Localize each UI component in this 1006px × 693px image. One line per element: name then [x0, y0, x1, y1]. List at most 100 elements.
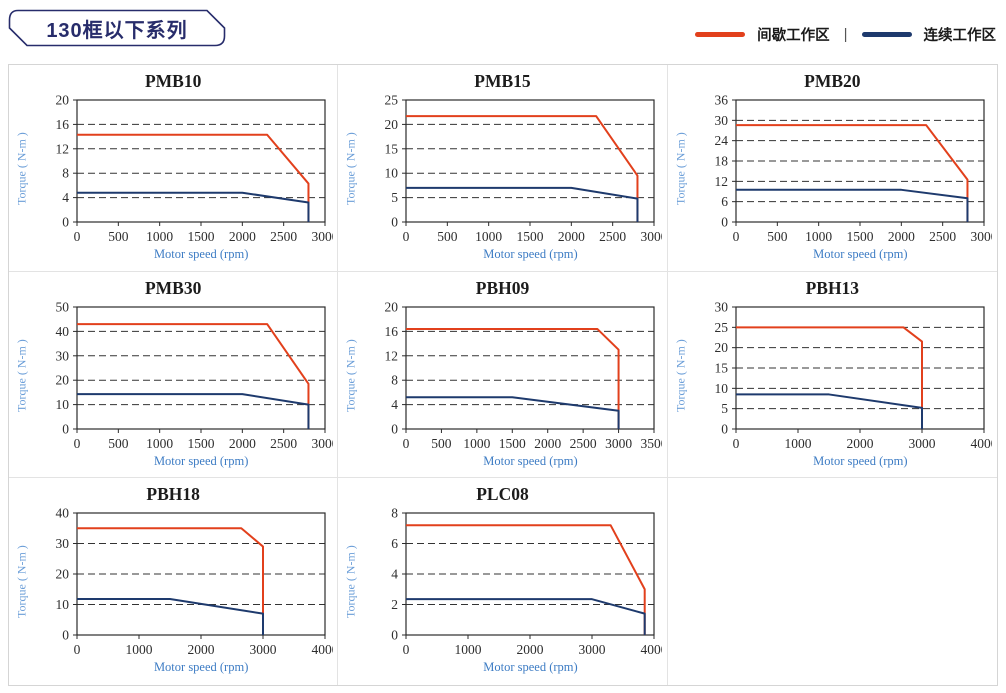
- svg-text:20: 20: [715, 340, 729, 355]
- x-axis-label: Motor speed (rpm): [813, 247, 908, 261]
- svg-text:3000: 3000: [909, 436, 936, 451]
- svg-text:1000: 1000: [805, 229, 832, 244]
- svg-text:30: 30: [715, 299, 729, 314]
- svg-text:3000: 3000: [312, 229, 334, 244]
- torque-speed-plot: 0 5 10 15 20 25 30 0 1000 2000 3000 4000: [715, 299, 993, 451]
- chart-area: Torque ( N-m ) 0 2 4 6 8 0 1000 2000 3000 4000: [342, 505, 663, 659]
- svg-text:0: 0: [392, 628, 399, 643]
- svg-text:0: 0: [403, 229, 410, 244]
- svg-text:1500: 1500: [188, 436, 215, 451]
- svg-text:2500: 2500: [570, 436, 597, 451]
- svg-text:0: 0: [62, 215, 69, 230]
- chart-area: Torque ( N-m ) 0 4 8 12 16 20 0 500 1000 1500 2000…: [13, 92, 334, 246]
- svg-text:6: 6: [722, 194, 729, 209]
- svg-text:6: 6: [392, 536, 399, 551]
- svg-text:12: 12: [56, 141, 70, 156]
- chart-area: Torque ( N-m ) 0 4 8 12 16 20 0 500 1000 1500 2000…: [342, 299, 663, 453]
- svg-text:1000: 1000: [785, 436, 812, 451]
- chart-title: PMB10: [144, 71, 202, 91]
- chart-title: PBH18: [146, 484, 200, 505]
- svg-text:1000: 1000: [455, 642, 482, 657]
- svg-text:3500: 3500: [641, 436, 663, 451]
- svg-text:1000: 1000: [126, 642, 153, 657]
- svg-text:1000: 1000: [146, 229, 173, 244]
- legend-item-intermittent: 间歇工作区: [695, 24, 830, 45]
- svg-text:10: 10: [715, 380, 729, 395]
- x-axis-label: Motor speed (rpm): [483, 453, 578, 468]
- svg-text:2000: 2000: [517, 642, 544, 657]
- x-axis-label: Motor speed (rpm): [153, 660, 249, 675]
- intermittent-zone-label: 间歇工作区: [757, 28, 830, 44]
- x-axis-label: Motor speed (rpm): [483, 660, 578, 675]
- svg-text:1500: 1500: [847, 229, 874, 244]
- svg-text:18: 18: [715, 154, 729, 169]
- svg-text:0: 0: [74, 436, 81, 451]
- badge-outline-shape: [8, 9, 226, 47]
- chart-cell-pmb15: PMB15 Torque ( N-m ) 0 5 10 15 20 25 0 500 1000 1…: [338, 65, 668, 272]
- svg-text:0: 0: [722, 215, 729, 230]
- svg-text:20: 20: [56, 93, 70, 108]
- svg-text:0: 0: [733, 229, 740, 244]
- svg-text:8: 8: [62, 166, 69, 181]
- svg-text:10: 10: [56, 397, 70, 412]
- intermittent-zone-line-swatch: [695, 32, 746, 37]
- chart-cell-pbh09: PBH09 Torque ( N-m ) 0 4 8 12 16 20 0 500 1000 15…: [338, 271, 668, 479]
- svg-text:500: 500: [108, 229, 129, 244]
- svg-text:4: 4: [392, 397, 399, 412]
- chart-cell-pmb30: PMB30 Torque ( N-m ) 0 10 20 30 40 50 0 500 1000…: [9, 271, 339, 479]
- chart-title: PBH13: [805, 277, 860, 298]
- chart-title: PMB15: [474, 71, 531, 91]
- svg-text:2000: 2000: [229, 436, 256, 451]
- chart-area: Torque ( N-m ) 0 5 10 15 20 25 0 500 1000 1500 200…: [342, 92, 663, 246]
- torque-speed-plot: 0 2 4 6 8 0 1000 2000 3000 4000: [392, 506, 663, 658]
- svg-text:20: 20: [56, 372, 70, 387]
- page-header: 130框以下系列 间歇工作区 | 连续工作区: [0, 0, 1006, 64]
- y-axis-label: Torque ( N-m ): [14, 132, 29, 206]
- series-badge-label: 130框以下系列: [46, 19, 188, 42]
- chart-area: Torque ( N-m ) 0 6 12 18 24 30 36 0 500 1000 1500 2…: [672, 92, 993, 246]
- svg-text:40: 40: [56, 506, 70, 521]
- y-axis-label: Torque ( N-m ): [343, 545, 358, 619]
- svg-text:3000: 3000: [579, 642, 606, 657]
- svg-text:2500: 2500: [929, 229, 956, 244]
- svg-text:20: 20: [385, 117, 399, 132]
- svg-text:1500: 1500: [188, 229, 215, 244]
- y-axis-label: Torque ( N-m ): [343, 339, 358, 413]
- x-axis-label: Motor speed (rpm): [813, 453, 908, 468]
- svg-text:4000: 4000: [971, 436, 993, 451]
- x-axis-label: Motor speed (rpm): [153, 453, 249, 468]
- legend-item-continuous: 连续工作区: [861, 24, 997, 45]
- svg-text:20: 20: [385, 299, 399, 314]
- chart-area: Torque ( N-m ) 0 5 10 15 20 25 30 0 1000 2000 3000…: [672, 299, 993, 453]
- svg-text:16: 16: [56, 117, 70, 132]
- svg-text:40: 40: [56, 324, 70, 339]
- chart-title: PMB20: [804, 71, 861, 91]
- chart-cell-pmb20: PMB20 Torque ( N-m ) 0 6 12 18 24 30 36 0 500 100…: [667, 65, 997, 272]
- svg-text:1000: 1000: [476, 229, 503, 244]
- svg-text:1500: 1500: [517, 229, 544, 244]
- svg-text:2500: 2500: [600, 229, 627, 244]
- svg-text:12: 12: [385, 348, 399, 363]
- svg-text:2000: 2000: [558, 229, 585, 244]
- torque-speed-plot: 0 6 12 18 24 30 36 0 500 1000 1500 2000 2500 3000: [715, 93, 993, 245]
- svg-text:3000: 3000: [971, 229, 993, 244]
- chart-title: PMB30: [144, 277, 202, 298]
- svg-text:8: 8: [392, 506, 399, 521]
- continuous-zone-label: 连续工作区: [923, 28, 997, 44]
- svg-text:0: 0: [62, 421, 69, 436]
- torque-speed-plot: 0 5 10 15 20 25 0 500 1000 1500 2000 2500 3000: [385, 93, 663, 245]
- svg-text:3000: 3000: [312, 436, 334, 451]
- svg-text:2000: 2000: [535, 436, 562, 451]
- svg-text:24: 24: [715, 133, 729, 148]
- svg-text:2000: 2000: [888, 229, 915, 244]
- y-axis-label: Torque ( N-m ): [673, 132, 688, 206]
- y-axis-label: Torque ( N-m ): [14, 545, 29, 619]
- charts-panel: PMB10 Torque ( N-m ) 0 4 8 12 16 20 0 500 1000 15…: [8, 64, 998, 686]
- torque-speed-plot: 0 4 8 12 16 20 0 500 1000 1500 2000 2500 3000 3500: [385, 299, 663, 451]
- svg-text:4000: 4000: [312, 642, 334, 657]
- empty-cell: [668, 478, 997, 685]
- x-axis-label: Motor speed (rpm): [153, 247, 249, 261]
- x-axis-label: Motor speed (rpm): [483, 247, 578, 261]
- continuous-zone-line-swatch: [861, 32, 912, 37]
- svg-text:50: 50: [56, 299, 70, 314]
